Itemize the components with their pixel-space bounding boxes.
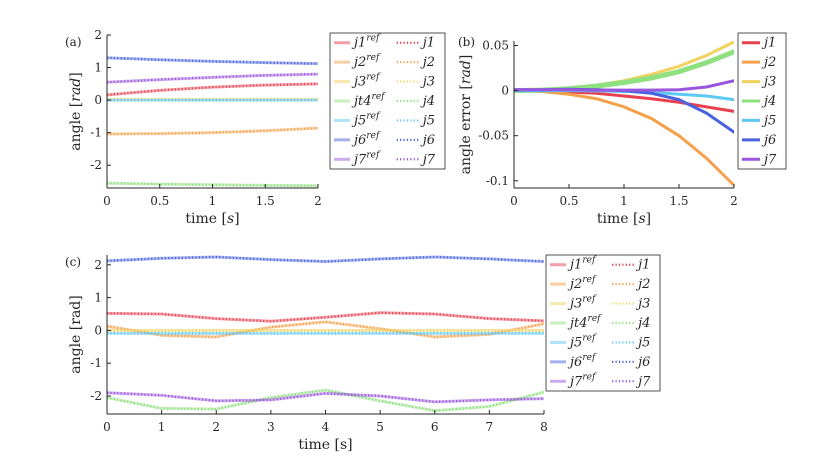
chart-panel-b: 0 0.5 1 1.5 2 0.05 0 -0.05 -0.1 time [s] angle err… (458, 32, 787, 227)
x-tick-label: 6 (431, 420, 439, 434)
legend-ref-label-j5: j5ref (567, 333, 597, 350)
legend-label-j4: j4 (761, 94, 776, 109)
y-tick-label: 0.05 (482, 39, 509, 53)
x-tick-label: 0 (510, 194, 518, 208)
legend-label-j7: j7 (761, 152, 777, 167)
legend-label-j1: j1 (761, 36, 776, 51)
legend-act-label-j6: j6 (420, 133, 435, 148)
series-act-line-j1 (107, 82, 318, 96)
legend-ref-label-j5: j5ref (351, 111, 381, 128)
series-group (107, 56, 318, 188)
legend-label-j3: j3 (761, 75, 776, 90)
legend: j1 j2 j3 j4 j5 j6 j7 (737, 32, 787, 170)
legend-ref-label-j6: j6ref (567, 353, 597, 370)
legend-ref-label-j2: j2ref (351, 53, 381, 70)
series-act-line-j4 (107, 388, 544, 412)
legend-ref-label-j7: j7ref (351, 150, 381, 167)
legend-act-label-j3: j3 (420, 75, 435, 90)
y-tick-label: 2 (94, 28, 102, 42)
series-group (107, 255, 544, 413)
y-axis-label: angle [rad] (68, 295, 84, 373)
panel-label: (a) (65, 35, 82, 49)
legend: j1ref j1 j2ref j2 j3ref j3 jt4ref j4 j5ref j5 j6re… (545, 254, 661, 392)
y-tick-label: -2 (90, 389, 102, 403)
x-tick-label: 0.5 (559, 194, 578, 208)
series-ref-line-j2 (107, 320, 544, 339)
x-tick-label: 1 (209, 194, 217, 208)
x-tick-label: 0.5 (150, 194, 169, 208)
y-tick-label: -1 (90, 356, 102, 370)
y-tick-label: 0 (94, 323, 102, 337)
x-tick-label: 2 (212, 420, 220, 434)
series-act-line-j6 (107, 255, 544, 263)
y-tick-label: -0.05 (478, 129, 509, 143)
legend-ref-label-j1: j1ref (567, 256, 597, 273)
legend-act-label-j6: j6 (635, 355, 650, 370)
x-tick-label: 5 (376, 420, 384, 434)
chart-panel-a: 0 0.5 1 1.5 2 2 1 0 -1 -2 time [s] angle [rad] (a) j1… (65, 28, 446, 227)
x-tick-label: 2 (730, 194, 738, 208)
x-tick-label: 1.5 (256, 194, 275, 208)
legend-ref-label-j2: j2ref (567, 275, 597, 292)
legend-ref-label-j1: j1ref (351, 34, 381, 51)
x-axis-label: time [s] (597, 211, 651, 227)
legend-act-label-j2: j2 (635, 277, 650, 292)
series-ref-line-j7 (107, 391, 544, 404)
series-act-line-j6 (107, 56, 318, 65)
legend-act-label-j3: j3 (635, 297, 650, 312)
panel-label: (c) (65, 255, 81, 269)
x-tick-label: 0 (103, 420, 111, 434)
series-act-line-j2 (107, 127, 318, 136)
legend-act-label-j5: j5 (420, 113, 435, 128)
legend-ref-label-j3: j3ref (351, 73, 381, 90)
series-group (514, 41, 734, 187)
legend-act-label-j7: j7 (635, 374, 651, 389)
y-tick-label: 1 (94, 61, 102, 75)
legend-act-label-j4: j4 (635, 316, 650, 331)
series-line-j2 (514, 89, 734, 187)
y-axis-label: angle error [rad] (458, 55, 474, 175)
x-tick-label: 1 (158, 420, 166, 434)
legend: j1ref j1 j2ref j2 j3ref j3 jt4ref j4 j5ref j5 j6re… (329, 32, 446, 170)
x-tick-label: 0 (103, 194, 111, 208)
x-tick-label: 1 (620, 194, 628, 208)
legend-label-j6: j6 (761, 133, 776, 148)
legend-ref-label-j6: j6ref (351, 131, 381, 148)
x-tick-label: 1.5 (669, 194, 688, 208)
legend-label-j2: j2 (761, 55, 776, 70)
legend-ref-label-j7: j7ref (567, 372, 597, 389)
legend-ref-label-j4: jt4ref (567, 314, 602, 331)
y-tick-label: 1 (94, 291, 102, 305)
legend-ref-label-j3: j3ref (567, 295, 597, 312)
y-axis-label: angle [rad] (68, 72, 84, 150)
legend-act-label-j2: j2 (420, 55, 435, 70)
legend-label-j5: j5 (761, 113, 776, 128)
x-tick-label: 4 (322, 420, 330, 434)
y-tick-label: 2 (94, 258, 102, 272)
series-act-line-j1 (107, 311, 544, 323)
legend-ref-label-j4: jt4ref (351, 92, 386, 109)
x-axis-label: time [s] (298, 437, 352, 453)
y-tick-label: -2 (90, 158, 102, 172)
legend-act-label-j7: j7 (420, 152, 436, 167)
panel-label: (b) (458, 35, 475, 49)
chart-panel-c: 0 1 2 3 4 5 6 7 8 2 1 0 -1 -2 time [s] angle [rad] (c) j1… (65, 254, 661, 453)
legend-act-label-j1: j1 (420, 36, 435, 51)
y-tick-label: -0.1 (486, 174, 509, 188)
x-tick-label: 2 (314, 194, 322, 208)
series-line-j7 (514, 79, 734, 92)
y-tick-label: 0 (501, 84, 509, 98)
x-tick-label: 8 (540, 420, 548, 434)
x-axis-label: time [s] (185, 211, 239, 227)
legend-act-label-j1: j1 (635, 258, 650, 273)
x-tick-label: 3 (267, 420, 275, 434)
y-tick-label: -1 (90, 126, 102, 140)
legend-act-label-j4: j4 (420, 94, 435, 109)
y-tick-label: 0 (94, 93, 102, 107)
legend-act-label-j5: j5 (635, 335, 650, 350)
x-tick-label: 7 (486, 420, 494, 434)
series-act-line-j7 (107, 72, 318, 84)
